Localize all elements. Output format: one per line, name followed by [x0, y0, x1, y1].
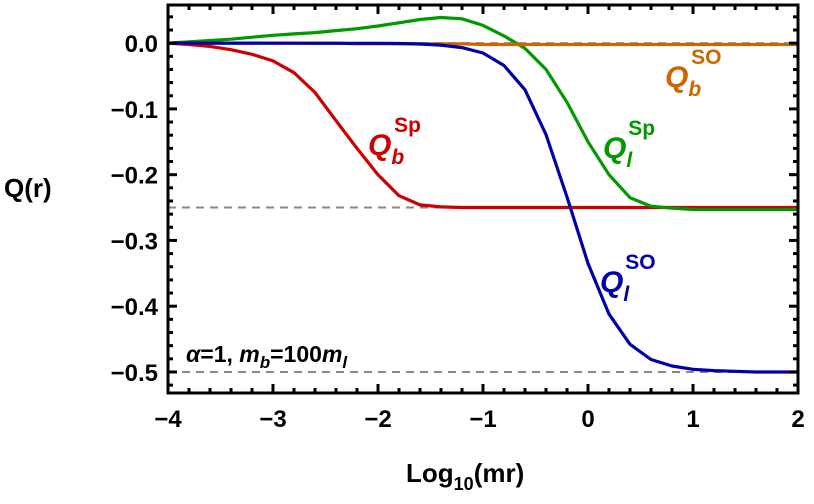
y-tick-label: −0.1: [111, 97, 158, 124]
series-line-Ql_SO: [168, 41, 798, 374]
y-tick-label: −0.3: [111, 228, 158, 255]
x-tick-label: 0: [581, 406, 594, 433]
series-lines: [167, 15, 798, 374]
x-tick-label: −3: [259, 406, 286, 433]
x-tick-label: −1: [469, 406, 496, 433]
x-axis-title: Log10(mr): [406, 458, 524, 494]
y-tick-label: −0.5: [111, 360, 158, 387]
label-ql-so: QlSO: [600, 251, 656, 306]
series-line-Ql_Sp: [167, 15, 798, 212]
x-tick-label: 2: [791, 406, 804, 433]
x-tick-label: −4: [154, 406, 182, 433]
ticks: −4 −3 −2 −1 0 1 2 0.0 −0.1 −0.2 −0.3 −0.4 −0.5: [111, 5, 805, 433]
y-axis-title: Q(r): [4, 173, 52, 203]
parameter-annotation: α=1, mb=100ml: [186, 341, 348, 372]
x-tick-label: 1: [686, 406, 699, 433]
label-ql-sp: QlSp: [603, 117, 655, 172]
label-qb-sp: QbSp: [368, 114, 421, 169]
label-qb-so: QbSO: [665, 46, 722, 101]
y-tick-label: 0.0: [125, 31, 158, 58]
x-tick-label: −2: [364, 406, 391, 433]
series-line-Qb_Sp: [167, 41, 798, 210]
y-tick-label: −0.2: [111, 163, 158, 190]
y-tick-label: −0.4: [111, 294, 159, 321]
